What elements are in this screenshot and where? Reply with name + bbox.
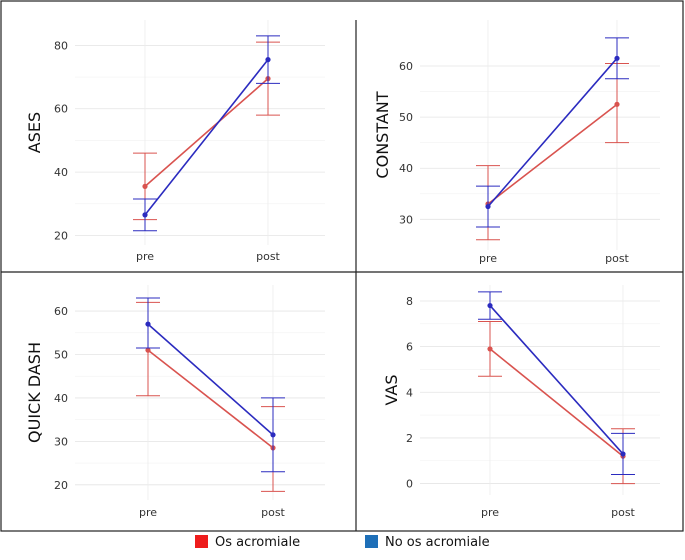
y-tick-label-vas-0: 0	[406, 478, 413, 491]
y-tick-label-quick-dash-3: 50	[54, 348, 68, 361]
panel-ases: 20 40 60 80 pre post ASES	[25, 20, 325, 263]
panel-quick-dash: 20 30 40 50 60 pre post QUICK DASH	[25, 285, 325, 519]
data-point-vas-no-os-acromiale-pre	[487, 302, 493, 309]
figure-frame	[0, 0, 684, 532]
y-axis-title-quick-dash: QUICK DASH	[25, 342, 44, 443]
x-tick-label-vas-pre: pre	[481, 506, 499, 519]
y-tick-label-quick-dash-1: 30	[54, 435, 68, 448]
x-tick-label-ases-pre: pre	[136, 250, 154, 263]
data-point-vas-no-os-acromiale-post	[620, 451, 626, 457]
legend-label-no-os-acromiale: No os acromiale	[385, 535, 490, 550]
data-point-vas-os-acromiale-pre	[487, 346, 493, 352]
data-point-ases-os-acromiale-pre	[142, 183, 148, 189]
y-tick-label-quick-dash-4: 60	[54, 305, 68, 318]
data-point-constant-no-os-acromiale-pre	[485, 203, 491, 210]
x-tick-label-quick-dash-post: post	[261, 506, 285, 519]
data-point-quick-dash-no-os-acromiale-post	[270, 432, 276, 438]
series-line-ases-os-acromiale	[144, 78, 269, 187]
data-point-ases-no-os-acromiale-post	[265, 57, 271, 63]
y-tick-label-constant-0: 30	[399, 213, 413, 226]
y-tick-label-constant-1: 40	[399, 162, 413, 175]
y-tick-label-vas-1: 2	[406, 432, 413, 445]
series-line-quick-dash-no-os-acromiale	[147, 323, 274, 436]
y-tick-label-ases-2: 60	[54, 103, 68, 116]
data-point-ases-no-os-acromiale-pre	[142, 212, 148, 218]
data-point-quick-dash-no-os-acromiale-pre	[145, 321, 151, 327]
legend-swatch-os-acromiale	[195, 535, 208, 548]
y-tick-label-ases-3: 80	[54, 39, 68, 52]
y-axis-title-vas: VAS	[382, 374, 401, 405]
y-tick-label-vas-3: 6	[406, 341, 413, 354]
y-tick-label-vas-4: 8	[406, 295, 413, 308]
legend: Os acromiale No os acromiale	[195, 535, 490, 550]
x-tick-label-ases-post: post	[256, 250, 280, 263]
y-tick-label-constant-2: 50	[399, 111, 413, 124]
legend-swatch-no-os-acromiale	[365, 535, 378, 548]
y-tick-label-quick-dash-0: 20	[54, 479, 68, 492]
series-line-ases-no-os-acromiale	[144, 59, 269, 216]
series-line-vas-no-os-acromiale	[489, 305, 624, 455]
y-axis-title-constant: CONSTANT	[373, 91, 392, 178]
panel-constant: 30 40 50 60 pre post CONSTANT	[373, 20, 660, 265]
y-tick-label-quick-dash-2: 40	[54, 392, 68, 405]
y-tick-label-vas-2: 4	[406, 386, 413, 399]
x-tick-label-constant-post: post	[605, 252, 629, 265]
y-tick-label-constant-3: 60	[399, 60, 413, 73]
series-line-constant-os-acromiale	[487, 103, 618, 205]
data-point-quick-dash-os-acromiale-pre	[145, 347, 151, 353]
series-line-constant-no-os-acromiale	[487, 57, 618, 208]
panel-vas: 0 2 4 6 8 pre post VAS	[382, 285, 660, 519]
x-tick-label-quick-dash-pre: pre	[139, 506, 157, 519]
x-tick-label-constant-pre: pre	[479, 252, 497, 265]
series-line-quick-dash-os-acromiale	[147, 349, 274, 449]
y-tick-label-ases-1: 40	[54, 166, 68, 179]
data-point-constant-os-acromiale-post	[614, 101, 620, 107]
y-axis-title-ases: ASES	[25, 112, 44, 153]
data-point-constant-no-os-acromiale-post	[614, 55, 620, 61]
y-tick-label-ases-0: 20	[54, 229, 68, 242]
legend-label-os-acromiale: Os acromiale	[215, 535, 300, 550]
series-line-vas-os-acromiale	[489, 348, 624, 457]
x-tick-label-vas-post: post	[611, 506, 635, 519]
